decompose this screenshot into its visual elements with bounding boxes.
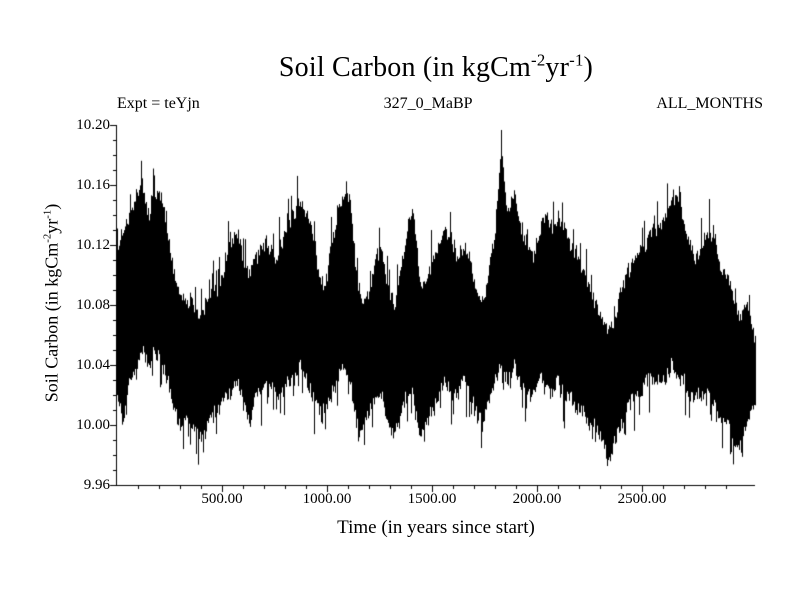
chart-title-text-3: ) [583,52,594,83]
y-axis-title-sup-1: -2 [41,233,54,243]
chart-title-text: Soil Carbon (in kgCm [278,52,532,83]
subtitle-row: Expt = teYjn 327_0_MaBP ALL_MONTHS [117,95,763,113]
experiment-label: Expt = teYjn [117,95,200,112]
y-axis-title-text: Soil Carbon (in kgCm [41,242,62,403]
chart-title-sup-2: -1 [569,50,584,70]
y-tick-label-4: 10.04 [76,357,110,373]
y-tick-label-2: 10.12 [76,237,110,253]
y-tick-label-5: 10.00 [76,417,110,433]
chart-title-text-2: yr [545,52,570,83]
y-axis-title-sup-2: -1 [41,209,54,219]
x-axis-title: Time (in years since start) [337,517,535,538]
y-axis-title: Soil Carbon (in kgCm-2yr-1) [42,204,63,403]
date-label: 327_0_MaBP [383,95,473,112]
y-axis-title-text-2: yr [41,218,62,234]
x-tick-label-2: 1500.00 [407,491,457,507]
y-axis-title-text-3: ) [41,203,62,210]
y-tick-label-0: 10.20 [76,117,110,133]
y-tick-label-6: 9.96 [83,477,110,493]
y-tick-label-3: 10.08 [76,297,110,313]
chart-title-sup-1: -2 [531,50,546,70]
chart-title: Soil Carbon (in kgCm-2yr-1) [117,52,755,84]
y-tick-label-1: 10.16 [76,177,110,193]
x-tick-label-3: 2000.00 [512,491,562,507]
x-tick-label-1: 1000.00 [302,491,352,507]
x-tick-label-0: 500.00 [201,491,243,507]
months-label: ALL_MONTHS [656,95,763,112]
x-tick-label-4: 2500.00 [617,491,667,507]
